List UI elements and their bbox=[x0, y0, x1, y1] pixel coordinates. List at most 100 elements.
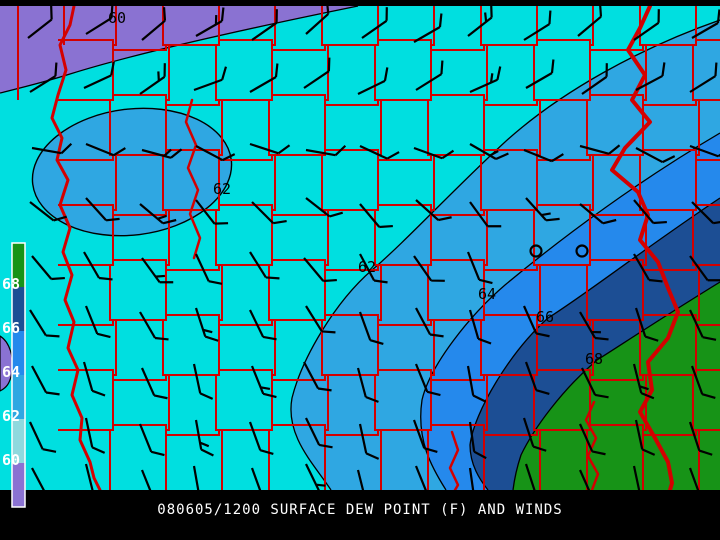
wind-barb bbox=[249, 142, 291, 155]
contour-line-0 bbox=[0, 5, 359, 94]
wind-barb bbox=[635, 147, 676, 164]
wind-barb bbox=[415, 307, 444, 338]
wind-barb bbox=[525, 197, 560, 222]
wind-barb bbox=[249, 63, 279, 93]
wind-barb bbox=[358, 423, 380, 460]
colorbar-segment-66-68 bbox=[12, 287, 25, 331]
contour-line-3 bbox=[469, 197, 720, 491]
wind-barb bbox=[251, 9, 278, 41]
wind-barb bbox=[140, 367, 168, 400]
wind-barb bbox=[689, 62, 718, 93]
wind-barb bbox=[357, 67, 389, 95]
wind-barb bbox=[250, 365, 277, 399]
wind-barb bbox=[141, 257, 174, 284]
wind-barb bbox=[356, 367, 379, 403]
river-interior-1 bbox=[184, 98, 202, 260]
wind-barb bbox=[581, 63, 608, 95]
contour-label: 64 bbox=[478, 285, 496, 303]
wind-barb bbox=[31, 255, 65, 281]
wind-barb bbox=[579, 144, 621, 155]
wind-barb bbox=[466, 251, 493, 285]
wind-barb bbox=[303, 257, 337, 283]
wind-barb bbox=[415, 199, 452, 222]
wind-barb bbox=[141, 7, 167, 41]
wind-barb bbox=[469, 66, 502, 94]
wind-barb bbox=[83, 61, 115, 89]
bottom-margin bbox=[0, 490, 720, 540]
colorbar-label: 66 bbox=[2, 319, 20, 337]
colorbar-segment-64-66 bbox=[12, 331, 25, 375]
top-margin bbox=[0, 0, 720, 6]
colorbar-segment-lt60 bbox=[12, 463, 25, 507]
wind-barb bbox=[303, 57, 331, 89]
colorbar-segment-gt68 bbox=[12, 243, 25, 287]
dewpoint-fill-lt60 bbox=[0, 6, 358, 93]
wind-barb bbox=[579, 311, 609, 341]
wind-barb bbox=[415, 60, 444, 91]
contour-label: 62 bbox=[358, 258, 376, 276]
contour-line-4 bbox=[512, 281, 720, 491]
wind-barb bbox=[248, 421, 274, 456]
wind-barb bbox=[195, 7, 225, 37]
wind-barb bbox=[690, 365, 716, 400]
wind-barb bbox=[634, 419, 656, 456]
wind-barb bbox=[691, 9, 720, 39]
wind-barb bbox=[523, 10, 552, 41]
wind-barb bbox=[523, 148, 564, 163]
wind-barb bbox=[85, 142, 126, 157]
wind-barb bbox=[84, 417, 106, 454]
wind-barb bbox=[305, 197, 344, 218]
wind-barb bbox=[522, 417, 547, 452]
wind-barb bbox=[414, 363, 441, 397]
calm-station-icon bbox=[529, 244, 543, 258]
wind-barb bbox=[195, 145, 236, 162]
wind-barb bbox=[194, 307, 219, 342]
colorbar-label: 60 bbox=[2, 451, 20, 469]
wind-barb bbox=[29, 201, 68, 222]
wind-barb bbox=[413, 146, 455, 160]
wind-barb bbox=[689, 309, 717, 341]
wind-barb bbox=[192, 363, 214, 400]
wind-barb bbox=[251, 201, 287, 225]
river-interior-3 bbox=[584, 400, 600, 492]
wind-barb bbox=[522, 305, 550, 338]
wind-barb bbox=[689, 255, 720, 282]
wind-barb bbox=[688, 421, 713, 456]
wind-barb bbox=[359, 203, 393, 229]
contour-line-1 bbox=[290, 19, 720, 491]
wind-barb bbox=[85, 197, 120, 222]
wind-barb bbox=[195, 253, 223, 285]
wind-barb bbox=[193, 66, 228, 92]
colorbar-label: 64 bbox=[2, 363, 20, 381]
wind-barb bbox=[84, 305, 111, 339]
wind-barb bbox=[29, 421, 57, 453]
wind-barb bbox=[359, 253, 388, 284]
wind-barb bbox=[305, 305, 336, 334]
wind-barb bbox=[581, 367, 609, 399]
colorbar-segment-62-64 bbox=[12, 375, 25, 419]
wind-barb bbox=[85, 4, 114, 35]
river-interior-2 bbox=[448, 430, 460, 492]
wind-barb bbox=[633, 199, 667, 225]
wind-barb bbox=[83, 251, 113, 281]
contour-label: 62 bbox=[213, 180, 231, 198]
wind-barb bbox=[31, 142, 73, 155]
wind-barb bbox=[469, 143, 509, 161]
wind-barb bbox=[305, 144, 347, 157]
wind-barb bbox=[195, 199, 229, 225]
colorbar-segment-60-62 bbox=[12, 419, 25, 463]
wind-barb bbox=[359, 145, 400, 160]
wind-barb bbox=[139, 63, 166, 95]
wind-barb bbox=[139, 203, 177, 225]
wind-barb bbox=[358, 311, 384, 346]
wind-barb bbox=[633, 253, 663, 283]
wind-barb bbox=[413, 13, 443, 43]
wind-barb bbox=[635, 62, 666, 91]
wind-barb bbox=[29, 62, 58, 93]
wind-barb bbox=[139, 311, 169, 341]
wind-barb bbox=[82, 361, 106, 397]
wind-barb bbox=[412, 419, 438, 454]
colorbar-frame bbox=[11, 242, 26, 508]
wind-barb bbox=[467, 3, 493, 37]
